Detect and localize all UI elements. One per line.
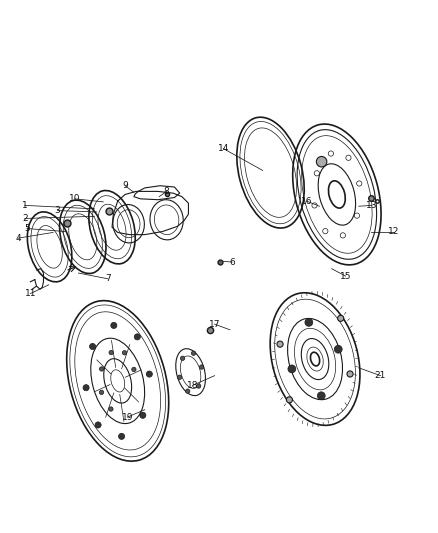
Text: 16: 16 [300, 197, 312, 206]
Text: 4: 4 [15, 233, 21, 243]
Text: 15: 15 [340, 272, 351, 280]
Text: 3: 3 [55, 206, 60, 215]
Text: 5: 5 [24, 224, 30, 233]
Text: 13: 13 [366, 201, 378, 210]
Ellipse shape [334, 345, 342, 353]
Text: 12: 12 [388, 227, 399, 236]
Ellipse shape [191, 351, 196, 356]
Ellipse shape [109, 350, 113, 355]
Ellipse shape [347, 371, 353, 377]
Ellipse shape [305, 318, 313, 326]
Ellipse shape [122, 351, 127, 355]
Text: 21: 21 [375, 371, 386, 380]
Ellipse shape [177, 375, 182, 379]
Ellipse shape [132, 367, 136, 372]
Text: 18: 18 [187, 381, 198, 390]
Ellipse shape [288, 365, 296, 373]
Text: 17: 17 [209, 320, 220, 329]
Ellipse shape [318, 392, 325, 400]
Ellipse shape [316, 157, 327, 167]
Text: 7: 7 [105, 274, 110, 283]
Ellipse shape [109, 407, 113, 411]
Ellipse shape [83, 385, 89, 391]
Ellipse shape [197, 384, 201, 388]
Text: 8: 8 [164, 187, 170, 196]
Ellipse shape [95, 422, 101, 428]
Ellipse shape [140, 412, 146, 418]
Ellipse shape [180, 356, 185, 360]
Text: 14: 14 [218, 144, 229, 153]
Text: 1: 1 [22, 201, 28, 210]
Ellipse shape [111, 322, 117, 328]
Ellipse shape [119, 433, 125, 439]
Ellipse shape [338, 315, 344, 321]
Text: 11: 11 [25, 289, 36, 298]
Ellipse shape [89, 343, 95, 350]
Ellipse shape [199, 365, 204, 369]
Ellipse shape [134, 334, 141, 340]
Ellipse shape [277, 341, 283, 347]
Ellipse shape [99, 367, 104, 371]
Ellipse shape [286, 397, 293, 403]
Ellipse shape [146, 371, 152, 377]
Ellipse shape [99, 390, 104, 394]
Text: 19: 19 [122, 413, 133, 422]
Ellipse shape [186, 389, 190, 393]
Text: 9: 9 [122, 181, 128, 190]
Text: 6: 6 [229, 257, 235, 266]
Text: 2: 2 [22, 214, 28, 223]
Text: 10: 10 [69, 195, 81, 203]
